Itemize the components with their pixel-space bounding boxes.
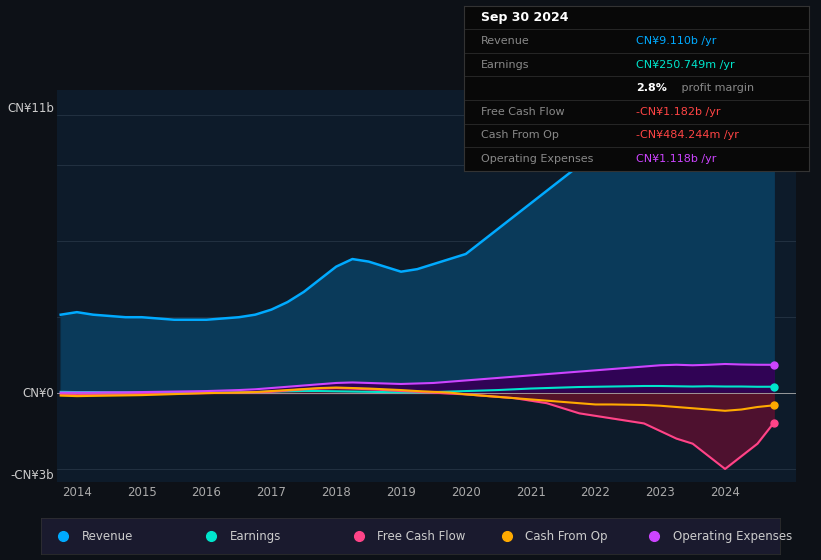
- Text: profit margin: profit margin: [677, 83, 754, 93]
- Text: -CN¥1.182b /yr: -CN¥1.182b /yr: [636, 107, 721, 117]
- Text: Earnings: Earnings: [481, 59, 530, 69]
- Text: Revenue: Revenue: [481, 36, 530, 46]
- Text: CN¥9.110b /yr: CN¥9.110b /yr: [636, 36, 717, 46]
- Text: Revenue: Revenue: [82, 530, 133, 543]
- Text: Free Cash Flow: Free Cash Flow: [481, 107, 565, 117]
- Text: CN¥250.749m /yr: CN¥250.749m /yr: [636, 59, 735, 69]
- Text: Operating Expenses: Operating Expenses: [673, 530, 792, 543]
- Text: Operating Expenses: Operating Expenses: [481, 154, 594, 164]
- Text: -CN¥484.244m /yr: -CN¥484.244m /yr: [636, 130, 739, 141]
- Text: CN¥11b: CN¥11b: [7, 102, 54, 115]
- Text: Earnings: Earnings: [230, 530, 281, 543]
- Text: Cash From Op: Cash From Op: [481, 130, 559, 141]
- Text: Cash From Op: Cash From Op: [525, 530, 608, 543]
- Text: CN¥1.118b /yr: CN¥1.118b /yr: [636, 154, 717, 164]
- Text: -CN¥3b: -CN¥3b: [10, 469, 54, 482]
- Text: CN¥0: CN¥0: [22, 386, 54, 400]
- Text: Sep 30 2024: Sep 30 2024: [481, 11, 569, 24]
- Text: 2.8%: 2.8%: [636, 83, 667, 93]
- Text: Free Cash Flow: Free Cash Flow: [378, 530, 466, 543]
